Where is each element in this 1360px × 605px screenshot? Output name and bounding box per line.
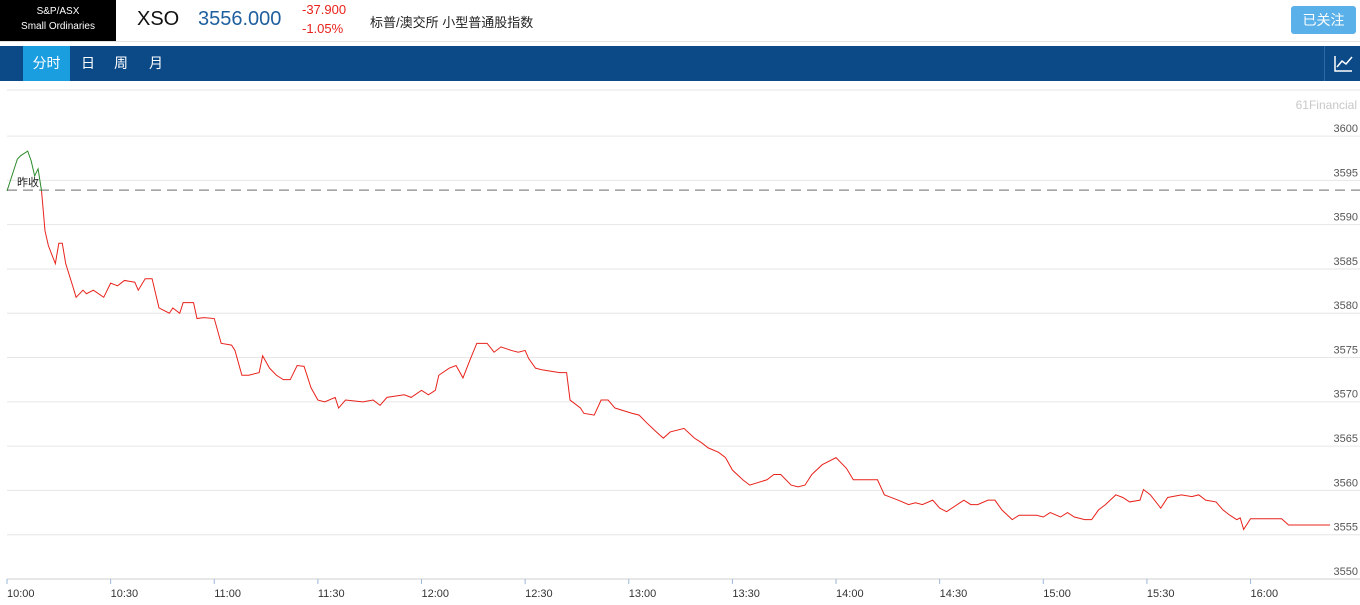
price: 3556.000 [198,8,282,30]
logo: S&P/ASX Small Ordinaries [0,0,116,41]
price-line [41,190,1330,531]
tab-bar: 分时 日 周 月 [0,46,1360,81]
logo-line: S&P/ASX [36,6,80,17]
change-pct: -1.05% [302,21,344,36]
index-name: 标普/澳交所 小型普通股指数 [370,15,534,30]
x-tick-label: 10:00 [7,588,35,600]
y-tick-label: 3600 [1334,123,1358,135]
x-tick-label: 15:30 [1147,588,1175,600]
logo-line: Small Ordinaries [21,21,95,32]
x-tick-label: 11:00 [214,588,241,600]
y-tick-label: 3570 [1334,389,1358,401]
prev-close-label: 昨收 [17,175,39,189]
chart: 61Financial 3550 3555 3560 3565 3570 3575 3580… [6,89,1360,600]
x-tick-label: 15:00 [1043,588,1071,600]
change: -37.900 [302,2,347,17]
price-line [6,150,43,192]
y-tick-label: 3555 [1334,522,1358,534]
y-tick-label: 3550 [1334,566,1358,578]
x-tick-label: 13:00 [629,588,657,600]
y-tick-label: 3585 [1334,256,1358,268]
x-tick-label: 13:30 [732,588,760,600]
y-tick-label: 3590 [1334,212,1358,224]
icon-line [1336,56,1353,68]
header: S&P/ASX Small Ordinaries XSO 3556.000 -3… [0,0,1360,42]
icon-axis [1334,56,1352,72]
y-tick-label: 3580 [1334,300,1358,312]
watermark: 61Financial [1296,98,1357,112]
tab[interactable]: 日 [81,55,95,71]
x-tick-label: 14:30 [940,588,968,600]
x-tick-label: 12:30 [525,588,553,600]
tab[interactable]: 月 [149,55,163,71]
tab[interactable]: 周 [114,55,128,71]
y-tick-label: 3575 [1334,344,1358,356]
x-tick-label: 12:00 [422,588,450,600]
x-tick-label: 14:00 [836,588,864,600]
chart-icon[interactable] [1324,46,1360,81]
x-tick-label: 16:00 [1251,588,1279,600]
y-tick-label: 3595 [1334,167,1358,179]
symbol: XSO [137,8,180,30]
y-tick-label: 3560 [1334,477,1358,489]
icon-graphic [1334,56,1353,72]
x-tick-label: 10:30 [111,588,139,600]
x-tick-label: 11:30 [318,588,345,600]
tab[interactable]: 分时 [23,46,70,81]
follow-button[interactable]: 已关注 [1291,6,1356,34]
y-tick-label: 3565 [1334,433,1358,445]
